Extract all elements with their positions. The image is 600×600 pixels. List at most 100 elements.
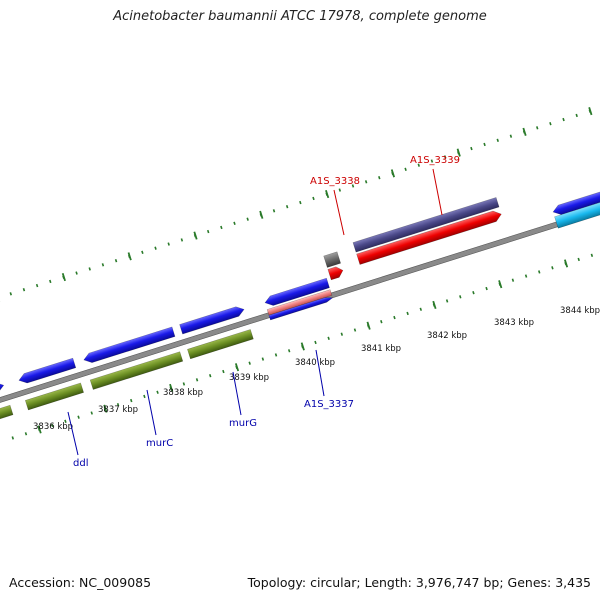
kbp-tick <box>300 342 305 351</box>
scale-dot <box>51 423 54 428</box>
scale-label: 3837 kbp <box>98 405 138 415</box>
scale-dot <box>551 266 554 270</box>
scale-dot <box>248 361 251 365</box>
gene-arrow[interactable] <box>89 351 184 390</box>
scale-dot <box>208 373 212 378</box>
topology-text: Topology: circular; Length: 3,976,747 bp… <box>247 575 591 590</box>
kbp-tick <box>390 169 395 178</box>
leader-line <box>67 411 79 456</box>
gene-arrow[interactable] <box>187 329 254 360</box>
scale-dot <box>182 382 186 386</box>
scale-dot <box>261 357 265 361</box>
gene-features[interactable] <box>0 166 600 430</box>
scale-dot <box>445 299 449 303</box>
gene-arrow[interactable] <box>268 295 334 321</box>
leader-line <box>432 168 443 216</box>
scale-dot <box>116 403 120 407</box>
scale-dot <box>419 307 423 311</box>
scale-dot <box>496 138 499 142</box>
scale-dot <box>472 290 475 295</box>
scale-dot <box>143 394 146 399</box>
gene-arrow[interactable] <box>82 326 176 365</box>
scale-dot <box>314 340 317 345</box>
scale-dot <box>577 257 580 262</box>
scale-dot <box>220 225 223 230</box>
accession-text: Accession: NC_009085 <box>9 575 152 590</box>
gene-arrow[interactable] <box>0 380 5 405</box>
scale-label: 3842 kbp <box>427 331 467 341</box>
scale-dot <box>380 320 383 324</box>
scale-dot <box>180 238 184 242</box>
kbp-ticks <box>0 107 593 434</box>
scale-dot <box>511 278 515 282</box>
scale-dot <box>393 315 396 320</box>
gene-arrow[interactable] <box>352 197 500 253</box>
scale-dot <box>24 432 28 436</box>
scale-dot <box>536 126 539 130</box>
gene-arrow[interactable] <box>356 209 503 265</box>
scale-dot <box>340 332 344 336</box>
scale-label: 3838 kbp <box>163 388 203 398</box>
scale-dot <box>353 328 357 332</box>
gene-label-ddl[interactable]: ddl <box>73 458 88 469</box>
gene-arrow[interactable] <box>0 404 14 430</box>
scale-dot <box>299 200 302 205</box>
scale-dot <box>327 336 330 340</box>
kbp-tick <box>127 252 132 261</box>
scale-dot <box>167 242 170 246</box>
gene-arrow[interactable] <box>266 289 333 316</box>
kbp-tick <box>456 148 461 157</box>
kbp-tick <box>522 127 527 136</box>
gene-label-murG[interactable]: murG <box>229 418 257 429</box>
scale-dot <box>312 196 315 201</box>
gene-arrow[interactable] <box>327 265 345 281</box>
kbp-tick <box>193 231 198 240</box>
scale-dot <box>549 122 552 126</box>
scale-label: 3840 kbp <box>295 358 335 368</box>
scale-dot <box>287 349 291 353</box>
scale-dot <box>130 398 133 403</box>
scale-label: 3839 kbp <box>229 373 269 383</box>
kbp-tick <box>325 190 330 199</box>
kbp-tick <box>169 383 174 393</box>
sequence-dots <box>9 109 594 440</box>
gene-arrow[interactable] <box>17 357 77 385</box>
gene-label-murC[interactable]: murC <box>146 438 173 449</box>
scale-label: 3844 kbp <box>560 306 600 316</box>
gene-arrow[interactable] <box>264 277 330 307</box>
scale-dot <box>443 155 447 159</box>
gene-arrow[interactable] <box>179 305 246 335</box>
scale-dot <box>338 188 342 192</box>
gene-arrow[interactable] <box>24 382 84 411</box>
gene-label-A1S_3338[interactable]: A1S_3338 <box>310 176 360 187</box>
genome-title: Acinetobacter baumannii ATCC 17978, comp… <box>113 9 487 24</box>
scale-dot <box>246 217 249 221</box>
scale-dot <box>154 246 157 250</box>
kbp-tick <box>498 280 503 289</box>
gene-label-A1S_3337[interactable]: A1S_3337 <box>304 399 354 410</box>
gene-label-A1S_3339[interactable]: A1S_3339 <box>410 155 460 166</box>
kbp-tick <box>234 363 240 372</box>
gene-arrow[interactable] <box>554 199 600 229</box>
kbp-tick <box>259 210 264 219</box>
scale-dot <box>417 163 420 167</box>
scale-dot <box>49 279 52 284</box>
leader-line <box>315 349 325 397</box>
label-leaders <box>67 168 443 456</box>
leader-line <box>333 189 345 236</box>
kbp-tick <box>563 259 569 268</box>
gene-arrow[interactable] <box>323 251 341 268</box>
scale-dot <box>509 134 513 138</box>
scale-dot <box>406 311 409 316</box>
scale-dot <box>351 184 355 188</box>
scale-dot <box>9 292 12 296</box>
kbp-tick <box>366 321 371 330</box>
scale-dot <box>459 295 462 299</box>
scale-dot <box>485 286 488 291</box>
kbp-tick <box>432 300 437 310</box>
scale-labels: 3836 kbp 3837 kbp 3838 kbp 3839 kbp 3840… <box>33 306 600 432</box>
gene-labels[interactable]: ddl murC murG A1S_3337 A1S_3338 A1S_3339 <box>73 155 460 469</box>
scale-label: 3836 kbp <box>33 422 73 432</box>
scale-dot <box>22 288 26 292</box>
